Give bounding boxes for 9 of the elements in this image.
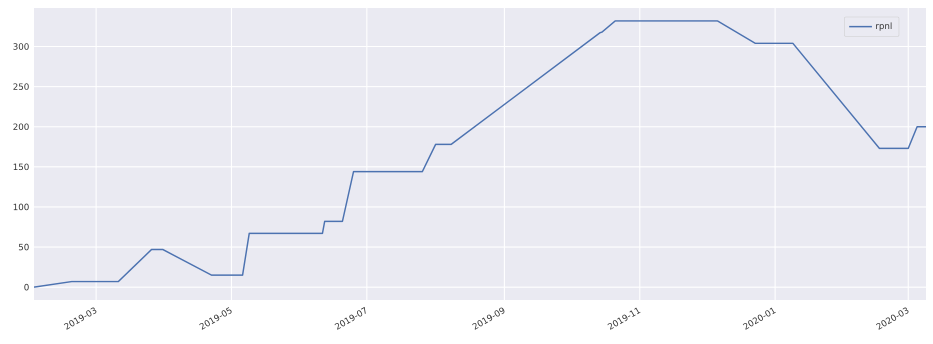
- y-tick-label: 250: [13, 83, 29, 90]
- y-tick-label: 100: [14, 204, 29, 210]
- line-series: [34, 20, 926, 288]
- y-tick-label: 150: [14, 164, 29, 170]
- y-tick-label: 200: [13, 123, 29, 130]
- legend-label: rpnl: [876, 22, 892, 31]
- y-tick-label: 300: [13, 43, 29, 50]
- y-tick-label: 0: [24, 284, 29, 290]
- y-tick-label: 50: [18, 244, 29, 250]
